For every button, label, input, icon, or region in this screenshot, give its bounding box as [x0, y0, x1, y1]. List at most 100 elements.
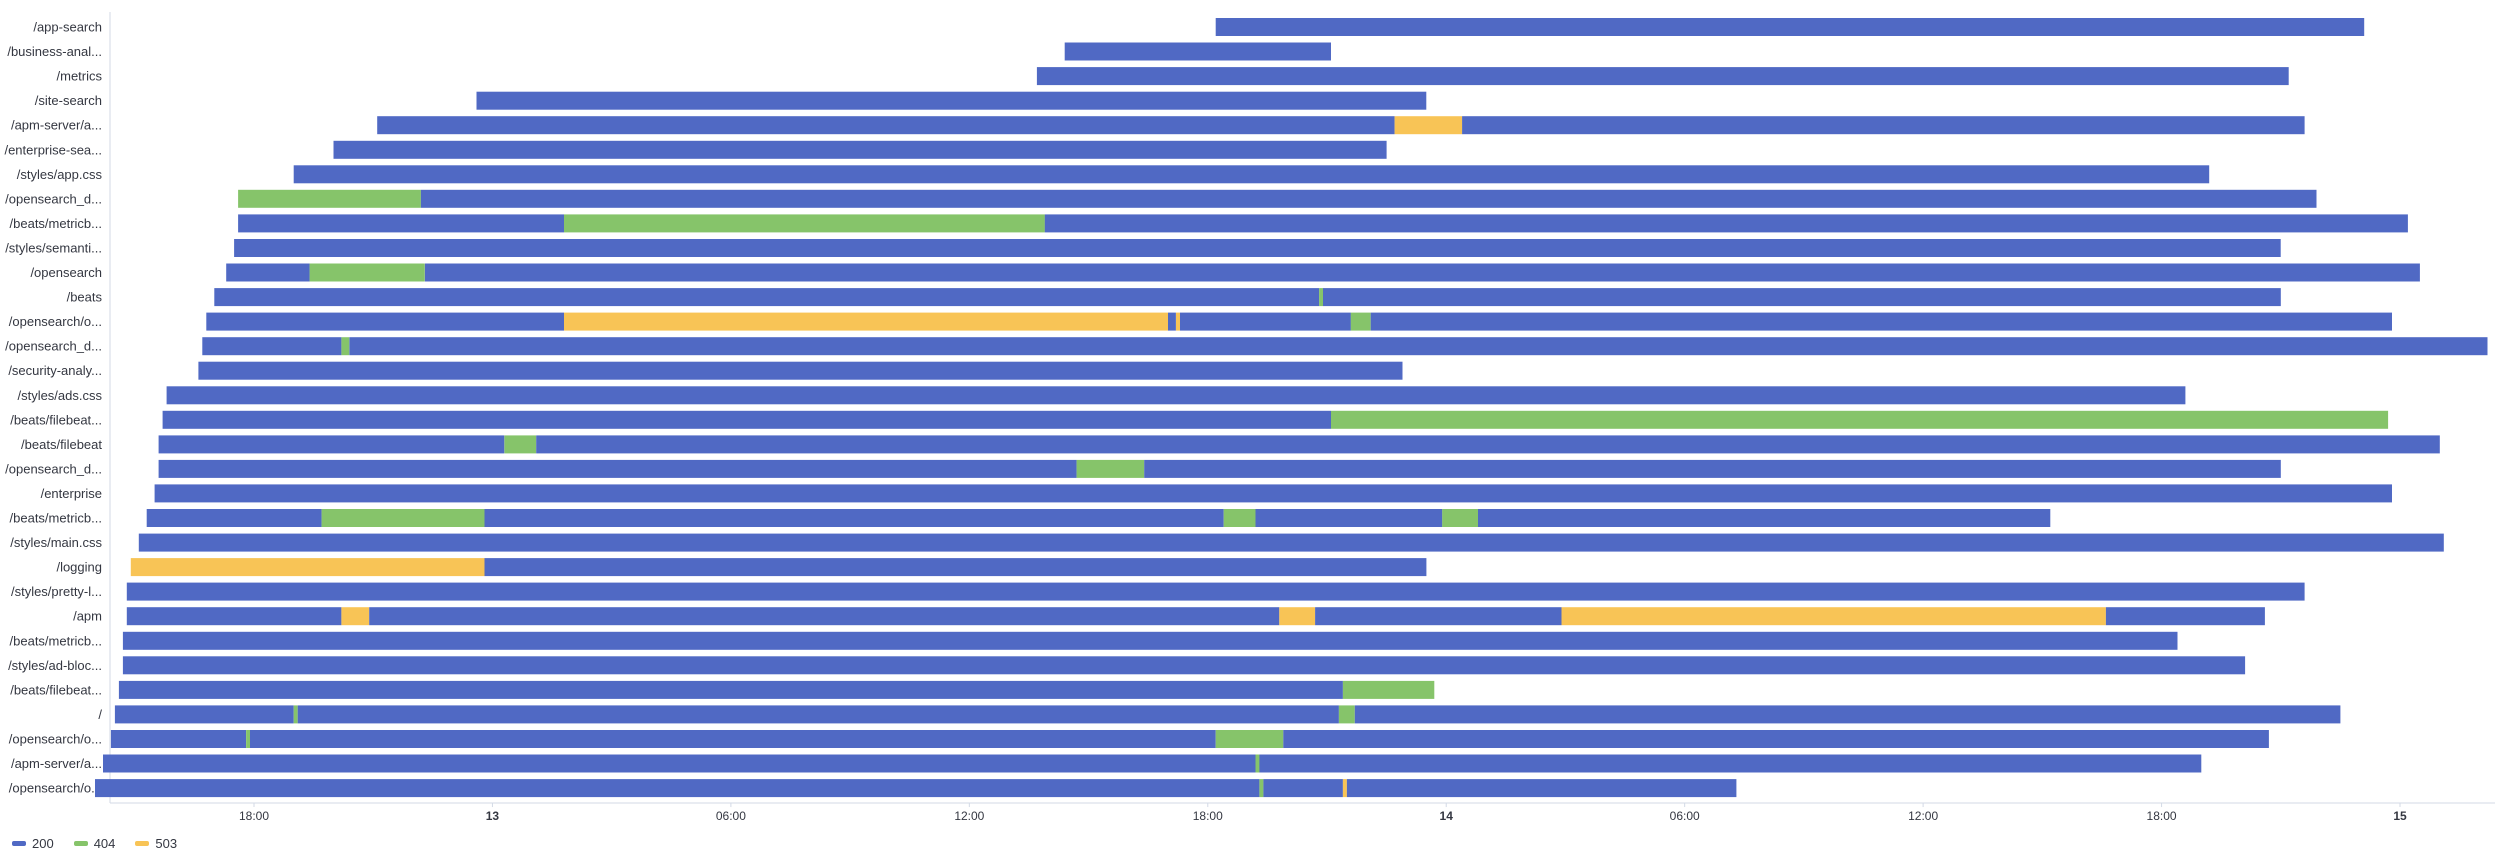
bar-segment-404[interactable]: [504, 435, 537, 454]
y-tick-label: /styles/app.css: [17, 167, 103, 182]
legend: 200 404 503: [12, 836, 177, 851]
bar-segment-200[interactable]: [420, 189, 2317, 208]
bar-segment-200[interactable]: [2105, 607, 2265, 626]
bar-segment-200[interactable]: [1370, 312, 2392, 331]
bar-segment-404[interactable]: [1319, 288, 1324, 307]
bar-segment-404[interactable]: [246, 730, 251, 748]
bar-segment-200[interactable]: [349, 337, 2488, 356]
bar-segment-200[interactable]: [484, 558, 1427, 577]
bar-segment-200[interactable]: [118, 680, 1343, 699]
y-tick-label: /app-search: [33, 20, 102, 35]
y-tick-label: /apm: [73, 609, 102, 624]
bar-segment-404[interactable]: [293, 705, 298, 724]
bar-segment-200[interactable]: [234, 239, 2281, 257]
bar-segment-200[interactable]: [122, 656, 2246, 675]
bar-segment-200[interactable]: [1180, 312, 1351, 331]
legend-label: 503: [155, 836, 178, 851]
bar-segment-200[interactable]: [226, 263, 310, 282]
bar-segment-200[interactable]: [1144, 459, 2281, 478]
bar-segment-200[interactable]: [154, 484, 2392, 503]
bar-segment-200[interactable]: [1354, 705, 2341, 724]
bar-segment-503[interactable]: [1342, 779, 1347, 798]
y-tick-label: /beats/filebeat...: [10, 682, 102, 697]
bar-segment-200[interactable]: [1259, 754, 2202, 773]
bar-segment-200[interactable]: [1044, 214, 2408, 233]
bar-segment-200[interactable]: [206, 312, 565, 331]
bar-segment-404[interactable]: [341, 337, 350, 356]
y-tick-label: /opensearch_d...: [5, 191, 102, 206]
legend-label: 200: [32, 836, 54, 851]
bar-segment-200[interactable]: [1255, 509, 1443, 527]
bar-segment-200[interactable]: [138, 533, 2444, 552]
bar-segment-200[interactable]: [536, 435, 2440, 454]
y-tick-label: /apm-server/a...: [11, 118, 102, 133]
bar-segment-200[interactable]: [126, 582, 2305, 601]
bar-segment-200[interactable]: [297, 705, 1339, 724]
bar-segment-200[interactable]: [484, 509, 1224, 527]
bar-segment-200[interactable]: [424, 263, 2420, 282]
legend-item-503[interactable]: 503: [135, 836, 177, 851]
bar-segment-200[interactable]: [1168, 312, 1176, 331]
bar-segment-200[interactable]: [1346, 779, 1737, 798]
bar-segment-200[interactable]: [333, 140, 1387, 159]
x-tick-label: 06:00: [1670, 809, 1700, 823]
bar-segment-200[interactable]: [198, 361, 1403, 380]
y-tick-label: /opensearch_d...: [5, 339, 102, 354]
bar-segment-200[interactable]: [238, 214, 564, 233]
bar-segment-200[interactable]: [1036, 67, 2289, 86]
bar-segment-503[interactable]: [130, 558, 485, 577]
bar-segment-200[interactable]: [103, 754, 1256, 773]
bar-segment-200[interactable]: [1283, 730, 2269, 748]
legend-swatch: [135, 841, 150, 846]
bar-segment-503[interactable]: [1176, 312, 1180, 331]
bar-segment-503[interactable]: [1394, 116, 1463, 135]
bar-segment-200[interactable]: [158, 459, 1077, 478]
bar-segment-200[interactable]: [250, 730, 1216, 748]
bar-segment-200[interactable]: [377, 116, 1395, 135]
bar-segment-200[interactable]: [1315, 607, 1562, 626]
bar-segment-200[interactable]: [126, 607, 342, 626]
bar-segment-404[interactable]: [1338, 705, 1355, 724]
bar-segment-503[interactable]: [341, 607, 370, 626]
bar-segment-404[interactable]: [1350, 312, 1371, 331]
bar-segment-404[interactable]: [1223, 509, 1256, 527]
bar-segment-200[interactable]: [162, 410, 1332, 429]
bar-segment-200[interactable]: [1478, 509, 2051, 527]
bar-segment-200[interactable]: [293, 165, 2210, 184]
legend-item-404[interactable]: 404: [73, 836, 115, 851]
y-tick-label: /beats/metricb...: [10, 633, 102, 648]
bar-segment-404[interactable]: [1259, 779, 1264, 798]
bar-segment-200[interactable]: [1462, 116, 2305, 135]
bar-segment-200[interactable]: [166, 386, 2186, 405]
bar-segment-200[interactable]: [146, 509, 322, 527]
bar-segment-404[interactable]: [238, 189, 421, 208]
bar-segment-404[interactable]: [1342, 680, 1435, 699]
bar-segment-200[interactable]: [202, 337, 342, 356]
bar-segment-200[interactable]: [95, 779, 1260, 798]
legend-item-200[interactable]: 200: [12, 836, 54, 851]
bar-segment-503[interactable]: [564, 312, 1169, 331]
bar-segment-200[interactable]: [122, 631, 2178, 650]
bar-segment-200[interactable]: [476, 91, 1427, 110]
bar-segment-503[interactable]: [1279, 607, 1316, 626]
bar-segment-200[interactable]: [1064, 42, 1331, 61]
bar-segment-503[interactable]: [1561, 607, 2106, 626]
bar-segment-200[interactable]: [110, 730, 247, 748]
bar-segment-200[interactable]: [1323, 288, 2281, 307]
bar-segment-200[interactable]: [369, 607, 1280, 626]
bar-segment-200[interactable]: [158, 435, 505, 454]
bar-segment-404[interactable]: [1331, 410, 2389, 429]
bar-segment-404[interactable]: [1076, 459, 1145, 478]
bar-segment-200[interactable]: [1263, 779, 1343, 798]
bar-segment-200[interactable]: [1215, 18, 2365, 36]
bar-segment-404[interactable]: [321, 509, 485, 527]
bar-segment-404[interactable]: [309, 263, 425, 282]
bar-segment-200[interactable]: [214, 288, 1320, 307]
bar-segment-404[interactable]: [1442, 509, 1478, 527]
bar-segment-404[interactable]: [564, 214, 1045, 233]
y-tick-label: /styles/ads.css: [17, 388, 102, 403]
bar-segment-404[interactable]: [1255, 754, 1260, 773]
y-tick-label: /logging: [56, 560, 102, 575]
bar-segment-404[interactable]: [1215, 730, 1284, 748]
bar-segment-200[interactable]: [114, 705, 294, 724]
